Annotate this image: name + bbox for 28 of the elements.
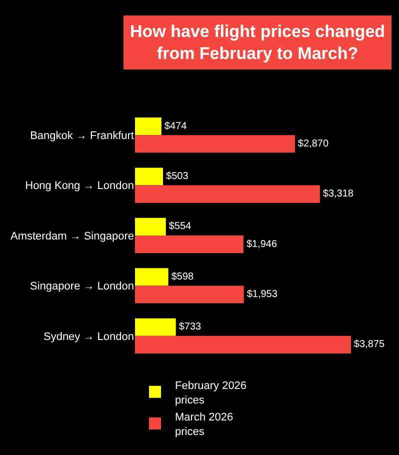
data-label: $1,953 <box>246 288 278 300</box>
legend-label: March 2026 prices <box>175 412 234 438</box>
bar <box>135 168 164 186</box>
data-label: $3,318 <box>322 188 354 200</box>
data-label: $598 <box>171 271 194 282</box>
bar <box>135 336 351 354</box>
bar <box>135 286 244 304</box>
data-label: $3,875 <box>354 339 385 350</box>
y-tick-label: Hong Kong → London <box>25 180 134 192</box>
bar <box>135 318 176 336</box>
bar <box>135 218 166 236</box>
bar <box>135 268 168 286</box>
data-label: $733 <box>178 322 202 333</box>
data-label: $474 <box>164 120 188 132</box>
chart-title: How have flight prices changed from February to March? <box>130 22 386 64</box>
y-tick-label: Sydney → London <box>43 330 134 343</box>
y-tick-label: Bangkok → Frankfurt <box>30 130 134 142</box>
bar <box>135 236 244 254</box>
bar <box>135 135 295 153</box>
bar <box>135 118 162 136</box>
bar <box>135 185 320 203</box>
y-tick-label: Amsterdam → Singapore <box>10 230 134 242</box>
legend-label: February 2026 prices <box>175 380 247 406</box>
data-label: $503 <box>166 171 189 182</box>
data-label: $2,870 <box>298 138 329 150</box>
y-tick-label: Singapore → London <box>30 280 134 293</box>
data-label: $554 <box>168 221 192 232</box>
data-label: $1,946 <box>246 238 278 250</box>
